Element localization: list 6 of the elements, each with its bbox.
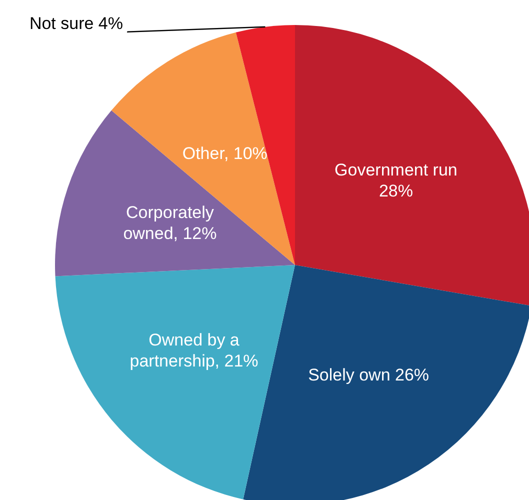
slice-label: Government run 28% [334,160,458,200]
slice-label: Other, 10% [182,144,268,163]
slice-label: Not sure 4% [29,14,123,33]
slice-label: Corporately owned, 12% [123,202,217,243]
slice-label: Solely own 26% [308,365,430,384]
slice-label: Owned by a partnership, 21% [130,330,258,370]
